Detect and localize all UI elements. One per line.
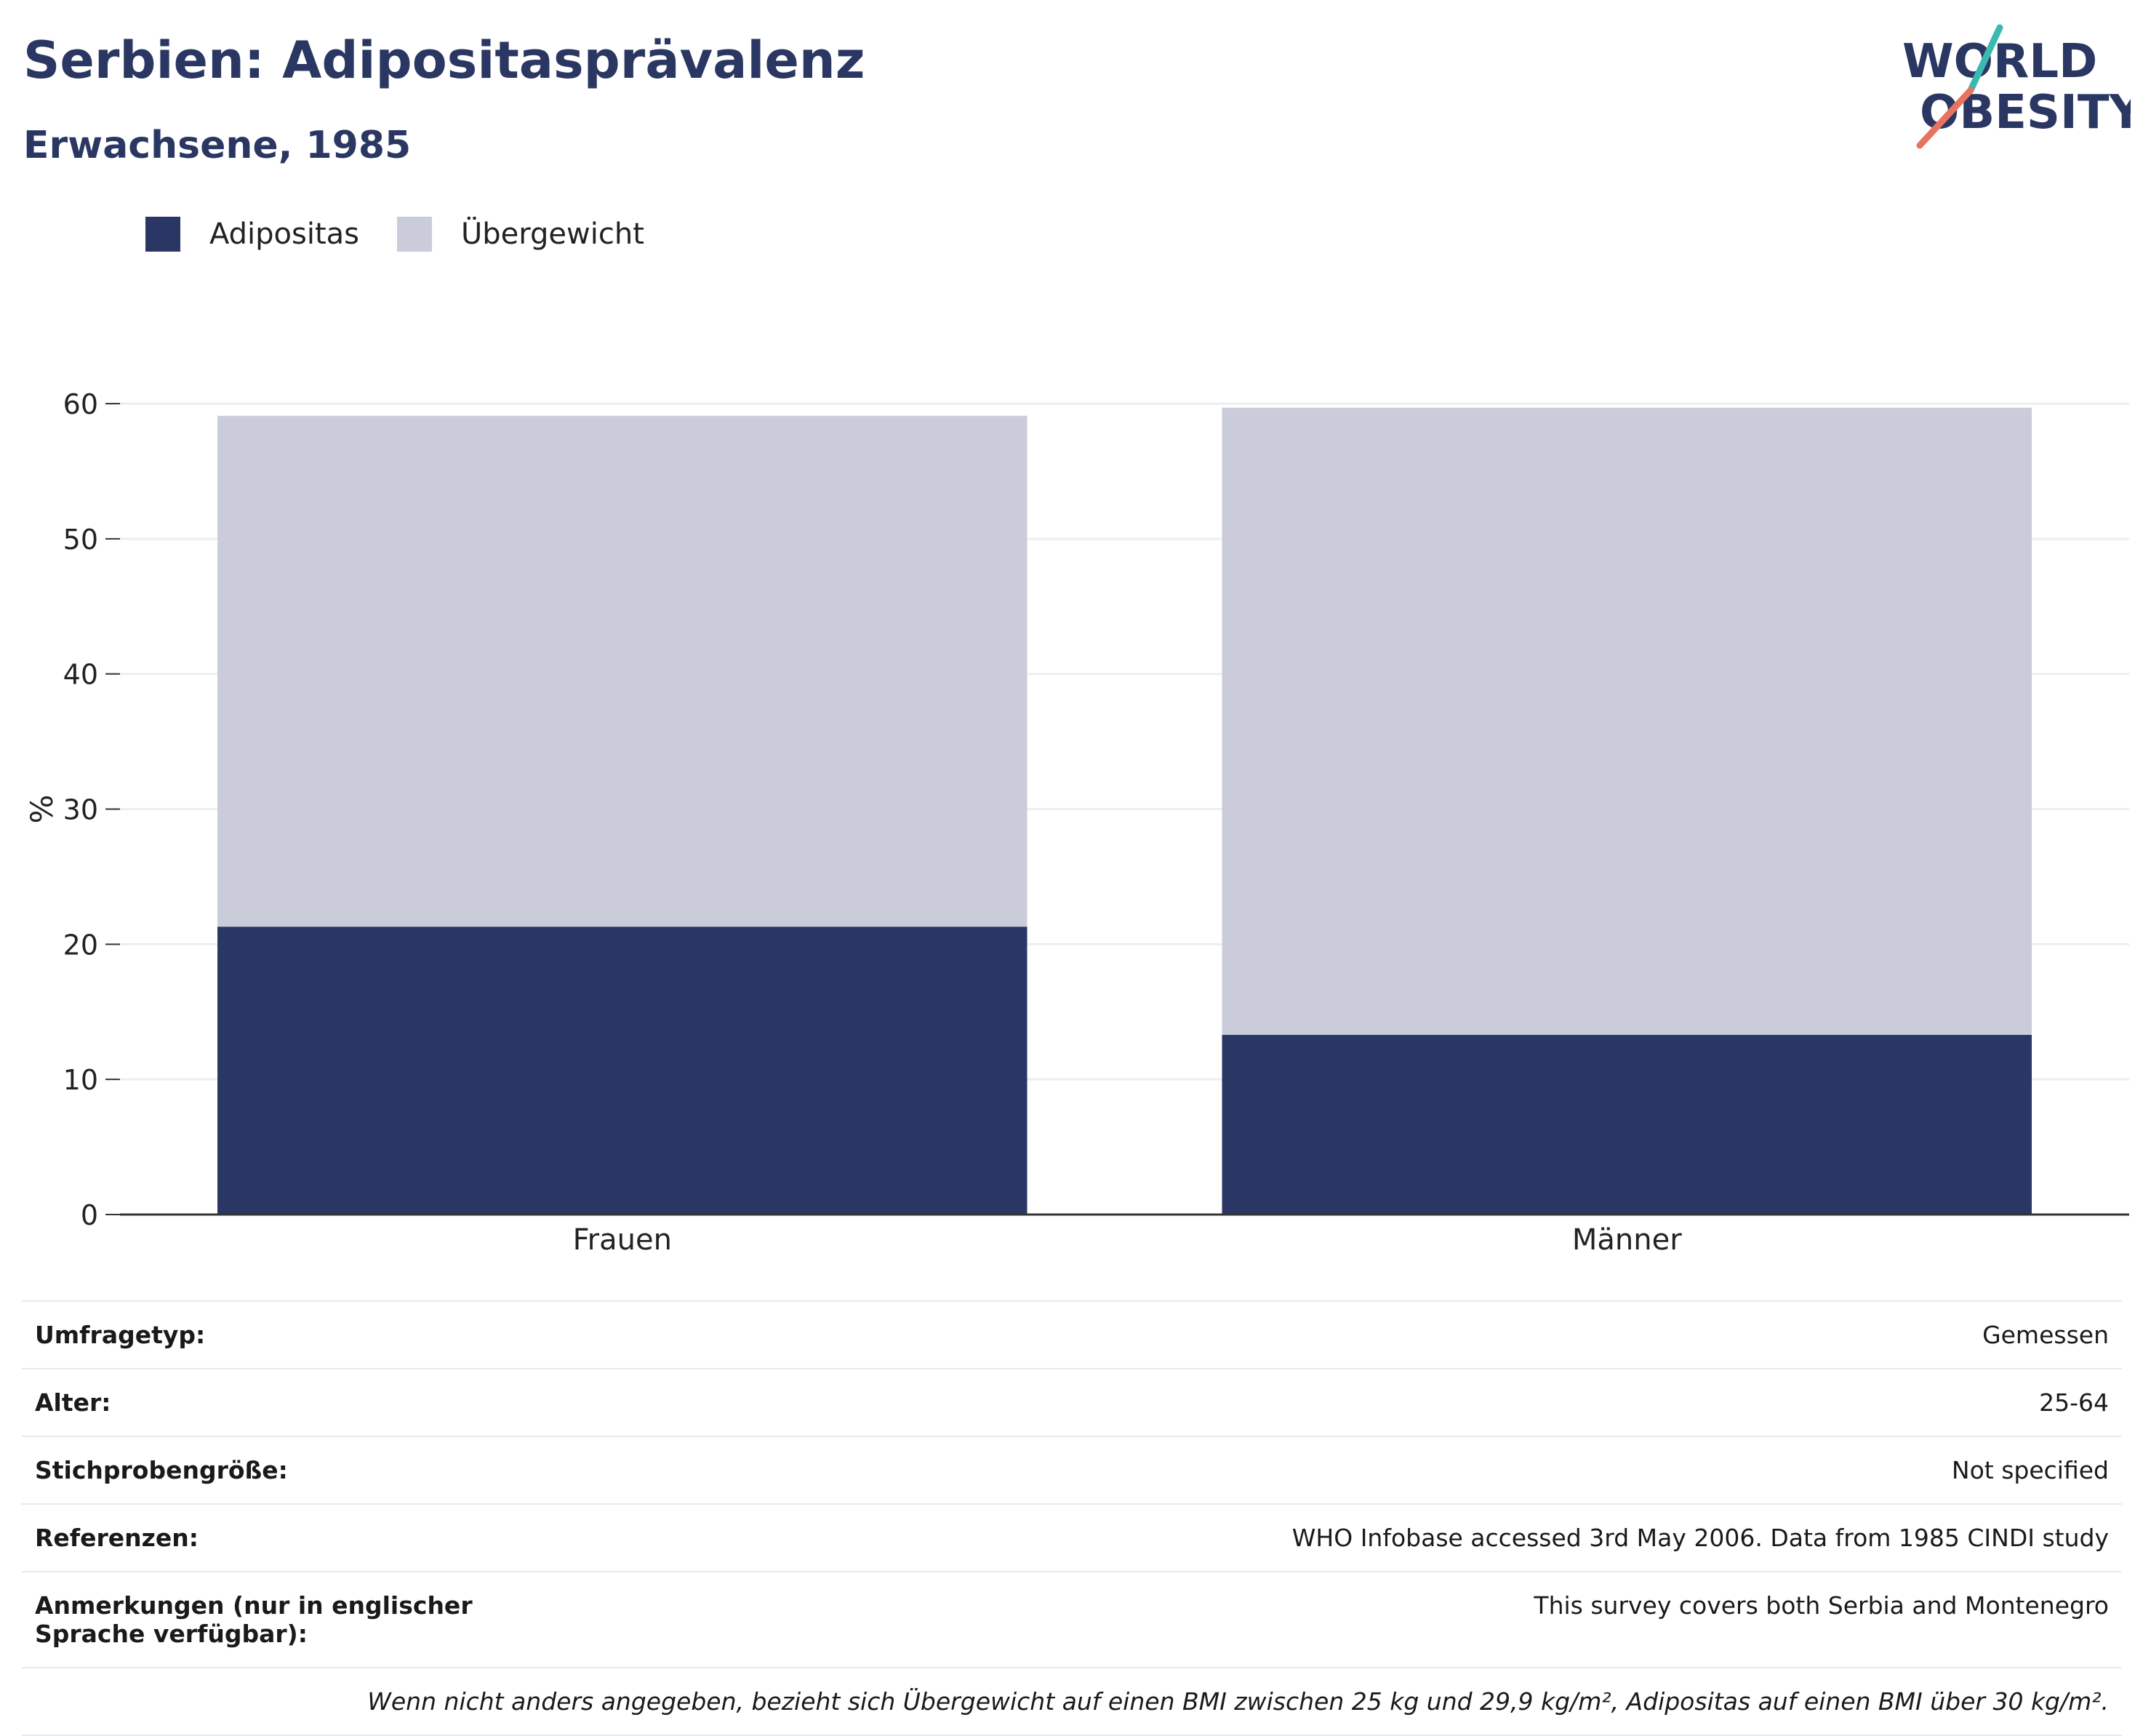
logo-slash-teal (1967, 24, 2003, 94)
legend-label-overweight: Übergewicht (461, 217, 644, 251)
x-tick-label: Frauen (573, 1223, 672, 1257)
legend-item-obesity[interactable]: Adipositas (145, 217, 359, 252)
y-axis-label: % (24, 795, 60, 824)
bar-obesity-1 (1222, 1034, 2032, 1215)
y-tick-label: 30 (63, 794, 98, 826)
world-obesity-logo: WORLD OBESITY (1902, 24, 2131, 149)
logo-line2: OBESITY (1920, 86, 2131, 140)
info-value: Gemessen (1982, 1321, 2109, 1349)
info-row: Umfragetyp: Gemessen (22, 1300, 2122, 1368)
info-value: 25-64 (2039, 1388, 2109, 1417)
chart-legend: Adipositas Übergewicht (145, 217, 682, 252)
y-tick-label: 10 (63, 1064, 98, 1096)
info-label: Stichprobengröße: (35, 1456, 288, 1484)
chart-subtitle: Erwachsene, 1985 (23, 124, 412, 167)
legend-swatch-overweight (397, 217, 433, 252)
info-value: WHO Infobase accessed 3rd May 2006. Data… (1291, 1524, 2109, 1552)
info-value: This survey covers both Serbia and Monte… (1534, 1591, 2109, 1620)
info-row: Referenzen: WHO Infobase accessed 3rd Ma… (22, 1503, 2122, 1571)
y-tick-label: 0 (81, 1199, 98, 1231)
logo-line1: WORLD (1902, 35, 2097, 89)
survey-info-table: Umfragetyp: Gemessen Alter: 25-64 Stichp… (22, 1300, 2122, 1736)
y-tick-label: 40 (63, 659, 98, 691)
y-tick-label: 50 (63, 524, 98, 556)
legend-label-obesity: Adipositas (209, 217, 360, 251)
footnote: Wenn nicht anders angegeben, bezieht sic… (367, 1687, 2109, 1716)
logo-slash-coral (1916, 87, 1974, 149)
bar-overweight-0 (217, 415, 1028, 927)
bar-obesity-0 (217, 927, 1028, 1215)
info-value: Not specified (1951, 1456, 2109, 1484)
bar-overweight-1 (1222, 407, 2032, 1035)
chart-title: Serbien: Adipositasprävalenz (23, 31, 865, 90)
footnote-row: Wenn nicht anders angegeben, bezieht sic… (22, 1667, 2122, 1736)
info-row: Anmerkungen (nur in englischer Sprache v… (22, 1571, 2122, 1667)
y-tick-label: 20 (63, 929, 98, 961)
info-row: Alter: 25-64 (22, 1368, 2122, 1436)
stacked-bar-chart: 0 10 20 30 40 50 60% Frauen Männer (24, 388, 2129, 1257)
x-tick-label: Männer (1572, 1223, 1682, 1257)
info-label: Referenzen: (35, 1524, 199, 1552)
info-row: Stichprobengröße: Not specified (22, 1436, 2122, 1503)
legend-swatch-obesity (145, 217, 180, 252)
info-label: Anmerkungen (nur in englischer Sprache v… (35, 1591, 473, 1648)
legend-item-overweight[interactable]: Übergewicht (397, 217, 644, 252)
info-label: Umfragetyp: (35, 1321, 206, 1349)
y-tick-label: 60 (63, 388, 98, 420)
info-label: Alter: (35, 1388, 111, 1417)
